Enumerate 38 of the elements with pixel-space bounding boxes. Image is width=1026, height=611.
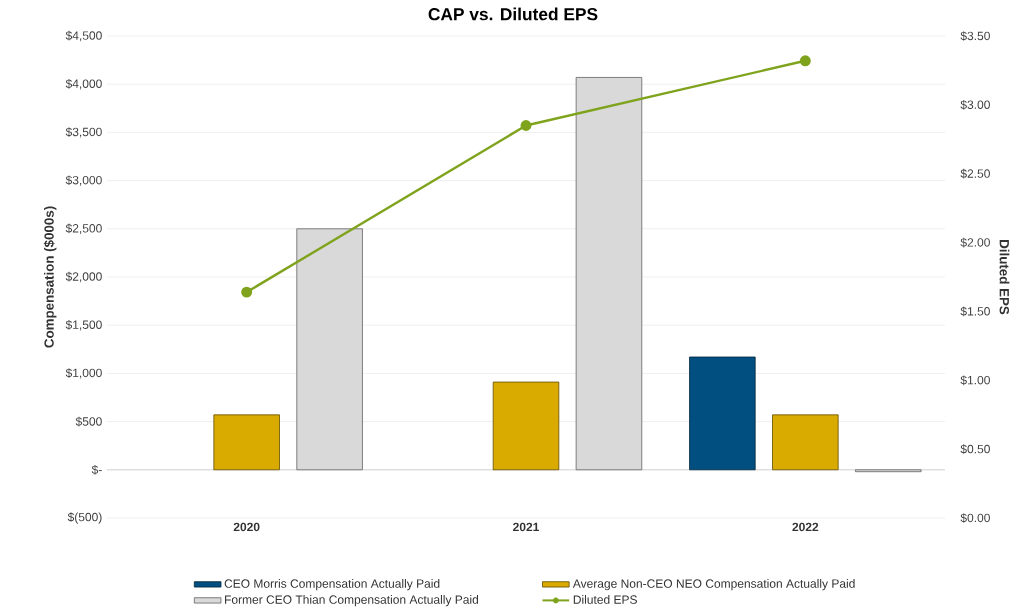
- y2-tick-label: $3.00: [960, 99, 990, 110]
- y2-tick-label: $0.50: [960, 444, 990, 454]
- y-tick-label: $500: [75, 416, 102, 427]
- y-tick-label: $2,500: [65, 223, 102, 234]
- chart-title: CAP vs. Diluted EPS: [428, 7, 598, 21]
- y-tick-label: $1,500: [65, 319, 102, 331]
- bar: [492, 381, 560, 471]
- y-tick-label: $(500): [67, 512, 102, 524]
- y-tick-label: $3,000: [65, 175, 102, 186]
- x-tick-label: 2020: [233, 522, 260, 532]
- legend-label: Diluted EPS: [573, 595, 637, 604]
- bar: [772, 414, 839, 471]
- y2-tick-label: $1.50: [960, 306, 990, 317]
- y-tick-label: $4,000: [65, 78, 102, 90]
- bar: [213, 414, 280, 471]
- y-axis-title: Compensation ($000s): [43, 206, 57, 348]
- legend-label: Average Non-CEO NEO Compensation Actually Paid: [572, 578, 855, 591]
- y-tick-label: $2,000: [65, 271, 102, 283]
- y2-tick-label: $2.00: [960, 237, 990, 248]
- y2-tick-label: $2.50: [960, 168, 990, 179]
- bar: [296, 228, 363, 471]
- bar: [689, 356, 756, 471]
- point: [799, 55, 811, 67]
- legend-label: Former CEO Thian Compensation Actually Paid: [225, 595, 479, 607]
- bar: [575, 77, 643, 471]
- y2-tick-label: $0.00: [960, 513, 990, 523]
- x-tick-label: 2022: [792, 522, 819, 532]
- y2-tick-label: $1.00: [960, 375, 990, 386]
- legend-label: CEO Morris Compensation Actually Paid: [224, 578, 440, 591]
- y-tick-label: $1,000: [65, 368, 102, 379]
- point: [241, 286, 253, 298]
- y-tick-label: $-: [91, 464, 102, 475]
- x-tick-label: 2021: [513, 522, 539, 532]
- y2-axis-title: Diluted EPS: [999, 240, 1010, 315]
- y-tick-label: $4,500: [65, 30, 102, 42]
- point: [520, 120, 532, 131]
- y2-tick-label: $3.50: [960, 31, 990, 41]
- y-tick-label: $3,500: [65, 127, 102, 138]
